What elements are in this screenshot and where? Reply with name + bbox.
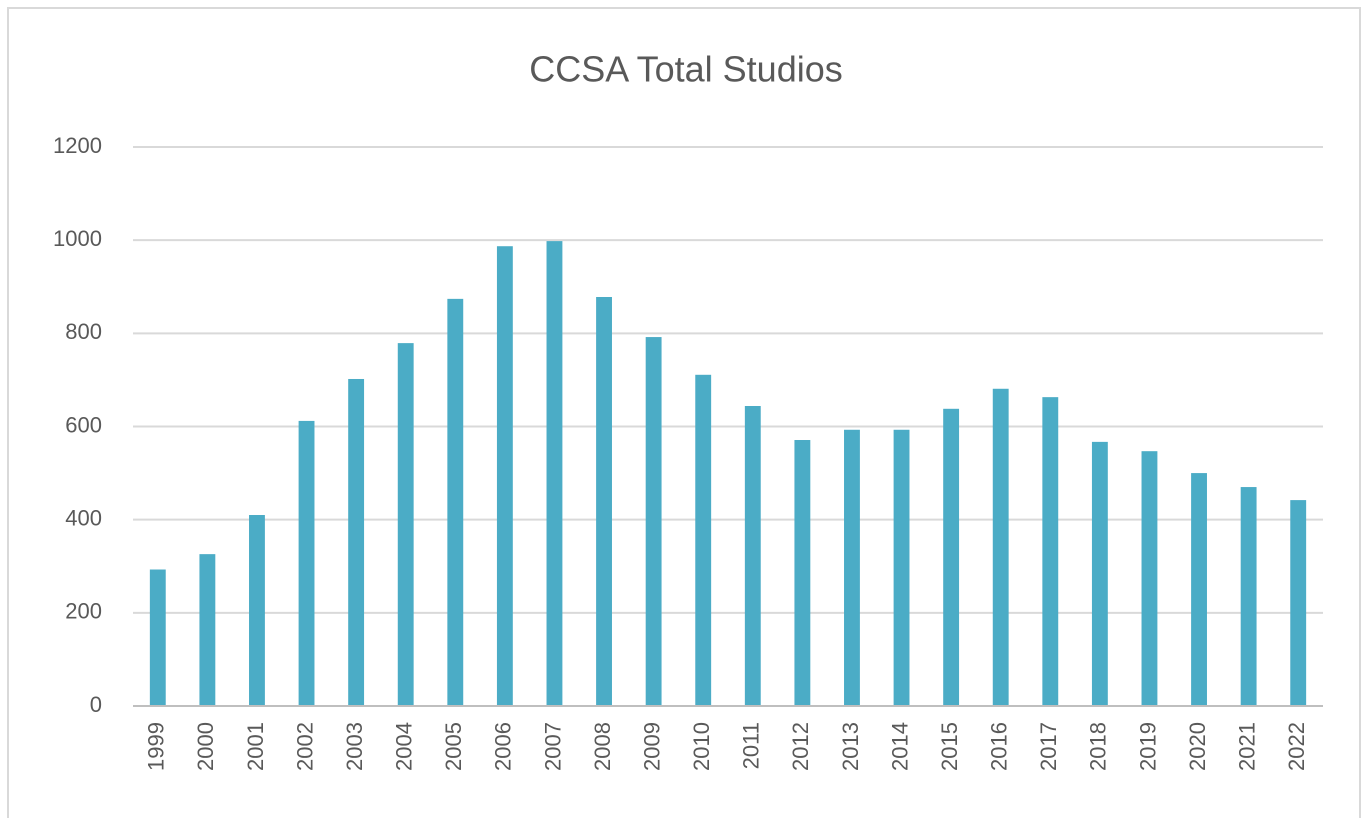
x-tick-label: 2020 bbox=[1185, 722, 1210, 771]
x-tick-label: 2001 bbox=[243, 722, 268, 771]
bar bbox=[1141, 451, 1158, 706]
x-tick-label: 2015 bbox=[937, 722, 962, 771]
x-tick-label: 2009 bbox=[639, 722, 664, 771]
x-tick-label: 2017 bbox=[1036, 722, 1061, 771]
bar bbox=[249, 515, 265, 706]
bar bbox=[1042, 397, 1059, 706]
x-tick-label: 2019 bbox=[1135, 722, 1160, 771]
y-tick-label: 200 bbox=[65, 599, 102, 624]
x-tick-label: 2022 bbox=[1284, 722, 1309, 771]
x-tick-label: 2002 bbox=[292, 722, 317, 771]
y-tick-label: 0 bbox=[90, 692, 102, 717]
x-tick-label: 2013 bbox=[838, 722, 863, 771]
y-tick-label: 800 bbox=[65, 319, 102, 344]
x-tick-label: 2006 bbox=[491, 722, 516, 771]
bar bbox=[844, 429, 860, 706]
bar bbox=[943, 408, 960, 706]
bar bbox=[1290, 500, 1307, 706]
bar bbox=[496, 246, 513, 706]
bar bbox=[199, 554, 216, 706]
bar bbox=[1240, 487, 1257, 706]
bar bbox=[794, 440, 811, 706]
bar bbox=[397, 343, 414, 706]
bar bbox=[1091, 441, 1108, 706]
x-tick-label: 2008 bbox=[590, 722, 615, 771]
chart-title: CCSA Total Studios bbox=[529, 49, 843, 90]
bar bbox=[546, 241, 563, 706]
x-tick-label: 2004 bbox=[392, 722, 417, 771]
x-tick-label: 2007 bbox=[540, 722, 565, 771]
x-tick-label: 2012 bbox=[788, 722, 813, 771]
bar bbox=[744, 406, 761, 706]
bar bbox=[149, 569, 166, 706]
x-tick-label: 2010 bbox=[689, 722, 714, 771]
bar bbox=[447, 298, 464, 706]
x-tick-label: 1999 bbox=[144, 722, 169, 771]
x-tick-label: 2018 bbox=[1086, 722, 1111, 771]
x-tick-label: 2014 bbox=[887, 722, 912, 771]
bar bbox=[645, 337, 662, 706]
bar bbox=[596, 296, 612, 706]
bar bbox=[298, 420, 315, 706]
x-tick-label: 2000 bbox=[193, 722, 218, 771]
bar bbox=[893, 429, 910, 706]
y-tick-label: 1000 bbox=[53, 226, 102, 251]
bar bbox=[1191, 473, 1207, 706]
x-tick-label: 2011 bbox=[739, 722, 764, 769]
x-tick-label: 2003 bbox=[342, 722, 367, 771]
x-tick-label: 2005 bbox=[441, 722, 466, 771]
bar bbox=[992, 388, 1009, 706]
y-tick-label: 1200 bbox=[53, 133, 102, 158]
y-tick-label: 600 bbox=[65, 412, 102, 437]
x-tick-label: 2016 bbox=[987, 722, 1012, 771]
bar bbox=[695, 374, 712, 706]
y-tick-label: 400 bbox=[65, 505, 102, 530]
bar bbox=[348, 378, 365, 706]
chart-frame bbox=[7, 7, 1361, 818]
x-tick-label: 2021 bbox=[1234, 722, 1259, 771]
